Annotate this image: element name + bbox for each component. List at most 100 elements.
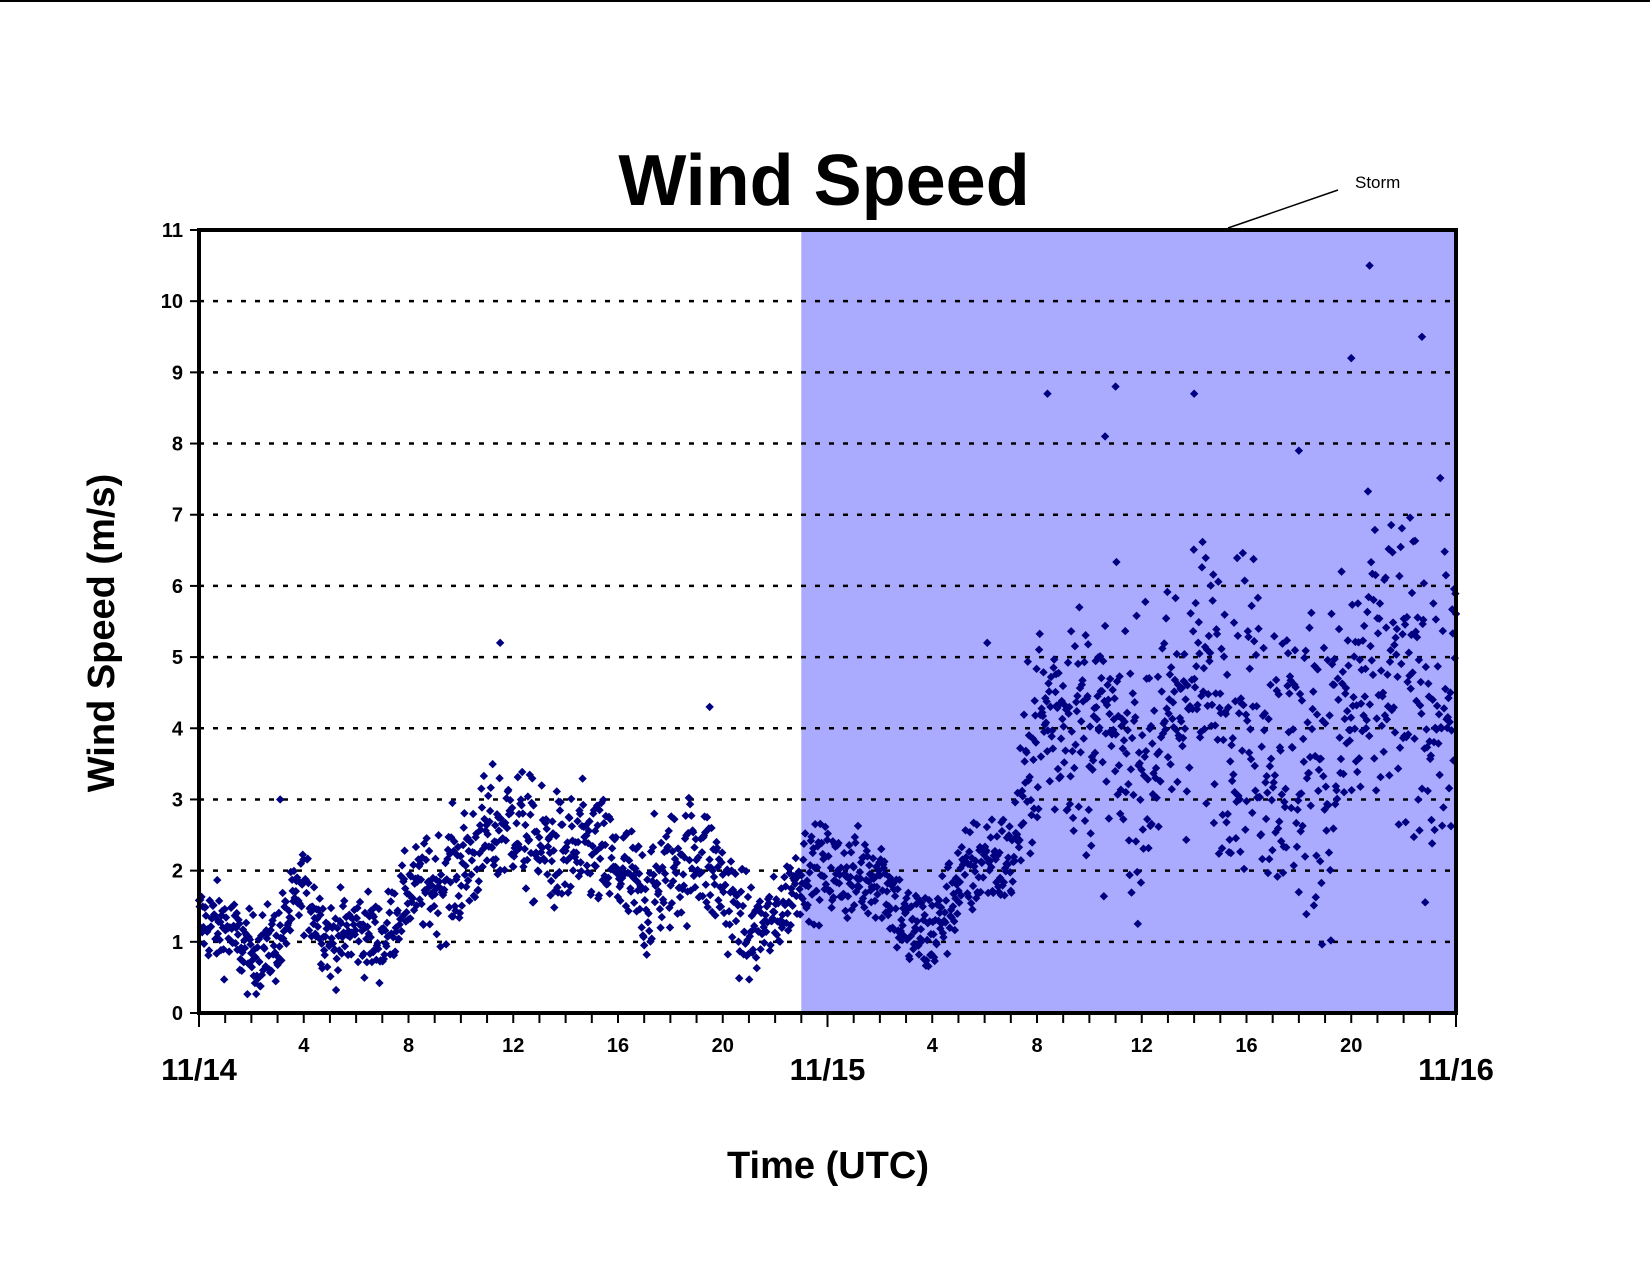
data-point [797, 871, 806, 880]
data-point [366, 933, 375, 942]
data-point [1366, 557, 1376, 567]
data-point [639, 932, 648, 942]
data-point [1119, 815, 1128, 824]
data-point [1292, 842, 1302, 851]
data-point [756, 908, 766, 918]
data-point [445, 903, 454, 912]
data-point [241, 918, 251, 927]
data-point [733, 901, 743, 910]
data-point [1436, 473, 1445, 483]
data-point [729, 897, 738, 906]
data-point [645, 926, 654, 936]
data-point [1300, 852, 1310, 861]
data-point [1268, 845, 1277, 855]
data-point [1164, 709, 1173, 718]
data-point [856, 858, 866, 867]
data-point [1018, 792, 1027, 801]
data-point [1079, 734, 1088, 743]
data-point [815, 895, 824, 905]
data-point [1151, 773, 1160, 783]
data-point [960, 870, 970, 879]
data-point [1170, 687, 1179, 696]
data-point [562, 842, 571, 852]
data-point [306, 907, 316, 917]
data-point [862, 846, 872, 856]
x-date-label: 11/16 [1418, 1052, 1494, 1087]
data-point [1205, 648, 1215, 658]
data-point [1105, 709, 1114, 719]
data-point [409, 905, 419, 915]
data-point [1020, 757, 1029, 766]
data-point [905, 954, 914, 964]
data-point [336, 883, 345, 892]
data-point [1238, 548, 1248, 558]
data-point [1290, 646, 1300, 655]
data-point [294, 910, 304, 920]
data-point [434, 831, 443, 840]
data-point [1239, 864, 1249, 874]
data-point [1131, 837, 1141, 846]
data-point [1122, 749, 1131, 758]
data-point [870, 896, 880, 905]
data-point [732, 891, 741, 900]
data-point [1177, 683, 1187, 693]
data-point [550, 903, 559, 912]
data-point [1019, 818, 1028, 828]
data-point [1124, 779, 1133, 789]
data-point [1161, 614, 1171, 623]
data-point [1231, 697, 1240, 706]
data-point [1302, 909, 1311, 919]
data-point [419, 839, 429, 848]
x-date-label: 11/14 [161, 1052, 238, 1087]
data-point [1383, 670, 1392, 679]
data-point [1273, 824, 1283, 833]
data-point [543, 842, 553, 851]
data-point [1291, 683, 1300, 692]
data-point [1396, 542, 1405, 552]
data-point [1178, 741, 1187, 751]
data-point [1337, 567, 1346, 576]
data-point [874, 866, 883, 875]
data-point [1249, 637, 1259, 646]
data-point [1156, 777, 1165, 786]
data-point [1200, 642, 1210, 652]
data-point [458, 840, 468, 850]
data-point [1205, 656, 1214, 666]
data-point [270, 911, 279, 920]
data-point [1302, 774, 1312, 783]
data-point [929, 953, 939, 962]
data-point [644, 909, 653, 918]
data-point [607, 853, 616, 862]
data-point [1239, 700, 1248, 710]
data-point [940, 908, 949, 917]
data-point [1071, 697, 1081, 707]
data-point [1319, 772, 1328, 781]
data-point [1123, 725, 1132, 735]
data-point [795, 910, 805, 919]
data-point [402, 908, 411, 917]
data-point [320, 950, 329, 960]
data-point [467, 856, 477, 865]
data-point [1109, 725, 1118, 735]
data-point [512, 819, 521, 828]
data-point [1238, 746, 1247, 755]
data-point [791, 853, 800, 863]
data-point [529, 896, 539, 906]
data-point [1177, 717, 1186, 726]
data-point [942, 882, 951, 891]
data-point [221, 913, 231, 922]
data-point [1173, 777, 1182, 787]
data-point [1228, 734, 1237, 743]
y-tick-label: 11 [162, 220, 183, 242]
data-point [443, 845, 453, 855]
data-point [605, 889, 614, 898]
data-point [1280, 802, 1290, 812]
data-point [1058, 714, 1067, 724]
data-point [912, 899, 921, 909]
x-tick-label: 16 [607, 1035, 629, 1057]
data-point [406, 872, 416, 881]
data-point [1180, 650, 1189, 659]
data-point [752, 963, 761, 973]
data-point [879, 863, 888, 873]
data-point [247, 962, 257, 972]
